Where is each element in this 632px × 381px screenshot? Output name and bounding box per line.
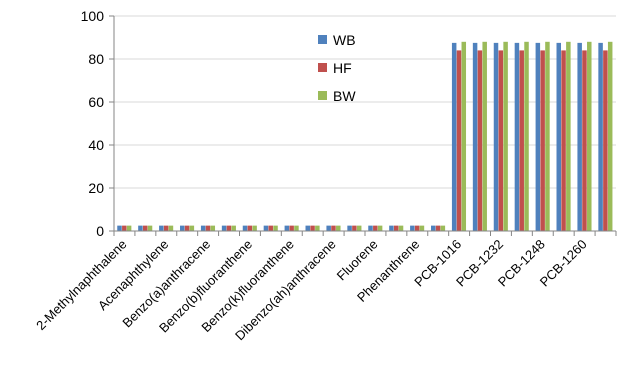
bar-bw [545, 41, 550, 231]
bar-hf [373, 225, 378, 231]
bar-wb [200, 225, 206, 231]
legend-label-wb: WB [333, 32, 356, 48]
bar-bw [294, 225, 299, 231]
bar-wb [347, 225, 352, 231]
bar-hf [414, 225, 420, 231]
bar-hf [561, 50, 566, 232]
bar-hf [352, 225, 357, 231]
y-tick-label: 100 [81, 8, 105, 24]
bar-bw [398, 225, 404, 231]
bar-bw [336, 225, 341, 231]
bar-wb [535, 42, 541, 231]
bar-wb [410, 225, 415, 231]
bar-hf [331, 225, 336, 231]
bar-bw [315, 225, 320, 231]
bar-hf [226, 225, 232, 231]
bar-bw [252, 225, 257, 231]
bar-bw [440, 225, 446, 231]
bar-wb [117, 225, 122, 231]
bar-wb [159, 225, 164, 231]
bar-bw [607, 41, 613, 231]
bar-hf [477, 50, 483, 232]
bar-hf [540, 50, 545, 232]
bar-wb [577, 42, 582, 231]
y-tick-label: 80 [88, 51, 104, 67]
bar-bw [273, 225, 278, 231]
bar-wb [431, 225, 436, 231]
y-tick-label: 40 [88, 137, 104, 153]
bar-bw [461, 41, 467, 231]
bar-bw [377, 225, 383, 231]
bar-hf [393, 225, 399, 231]
y-tick-label: 20 [88, 180, 104, 196]
legend-swatch-bw [318, 91, 327, 100]
y-tick-label: 0 [96, 223, 104, 239]
bar-bw [587, 41, 592, 231]
bar-hf [582, 50, 587, 232]
bar-hf [289, 225, 294, 231]
bar-wb [556, 42, 562, 231]
bar-bw [126, 225, 132, 231]
legend-swatch-hf [318, 63, 327, 72]
bar-wb [305, 225, 311, 231]
bar-wb [368, 225, 373, 231]
bar-hf [184, 225, 190, 231]
y-tick-label: 60 [88, 94, 104, 110]
legend-label-hf: HF [333, 60, 352, 76]
bars [117, 41, 613, 232]
bar-hf [456, 50, 462, 232]
bar-wb [180, 225, 185, 231]
bar-wb [263, 225, 269, 231]
bar-bw [566, 41, 571, 231]
bar-hf [142, 225, 148, 231]
axes [109, 15, 617, 236]
legend: WB HF BW [318, 32, 356, 104]
bar-bw [524, 41, 529, 231]
bar-hf [163, 225, 169, 231]
bar-bw [419, 225, 425, 231]
bar-hf [519, 50, 524, 232]
bar-bw [503, 41, 508, 231]
bar-wb [242, 225, 248, 231]
bar-hf [435, 225, 441, 231]
bar-bw [231, 225, 236, 231]
x-axis-tick-labels: 2-MethylnaphthaleneAcenaphthyleneBenzo(a… [33, 237, 590, 344]
bar-bw [210, 225, 216, 231]
bar-bw [482, 41, 487, 231]
bar-hf [310, 225, 315, 231]
y-axis-tick-labels: 0 20 40 60 80 100 [81, 8, 105, 239]
bar-hf [603, 50, 608, 232]
bar-wb [451, 42, 457, 231]
bar-bw [147, 225, 153, 231]
bar-hf [122, 225, 127, 231]
bar-hf [498, 50, 504, 232]
bar-hf [268, 225, 273, 231]
bar-wb [598, 42, 603, 231]
bar-hf [247, 225, 253, 231]
bar-bw [189, 225, 195, 231]
bar-wb [326, 225, 331, 231]
legend-label-bw: BW [333, 88, 356, 104]
bar-wb [493, 42, 499, 231]
bar-wb [514, 42, 520, 231]
bar-wb [138, 225, 143, 231]
bar-hf [205, 225, 211, 231]
bar-bw [356, 225, 362, 231]
bar-wb [284, 225, 290, 231]
bar-wb [472, 42, 478, 231]
bar-bw [168, 225, 174, 231]
bar-wb [389, 225, 394, 231]
legend-swatch-wb [318, 35, 327, 44]
bar-wb [221, 225, 227, 231]
